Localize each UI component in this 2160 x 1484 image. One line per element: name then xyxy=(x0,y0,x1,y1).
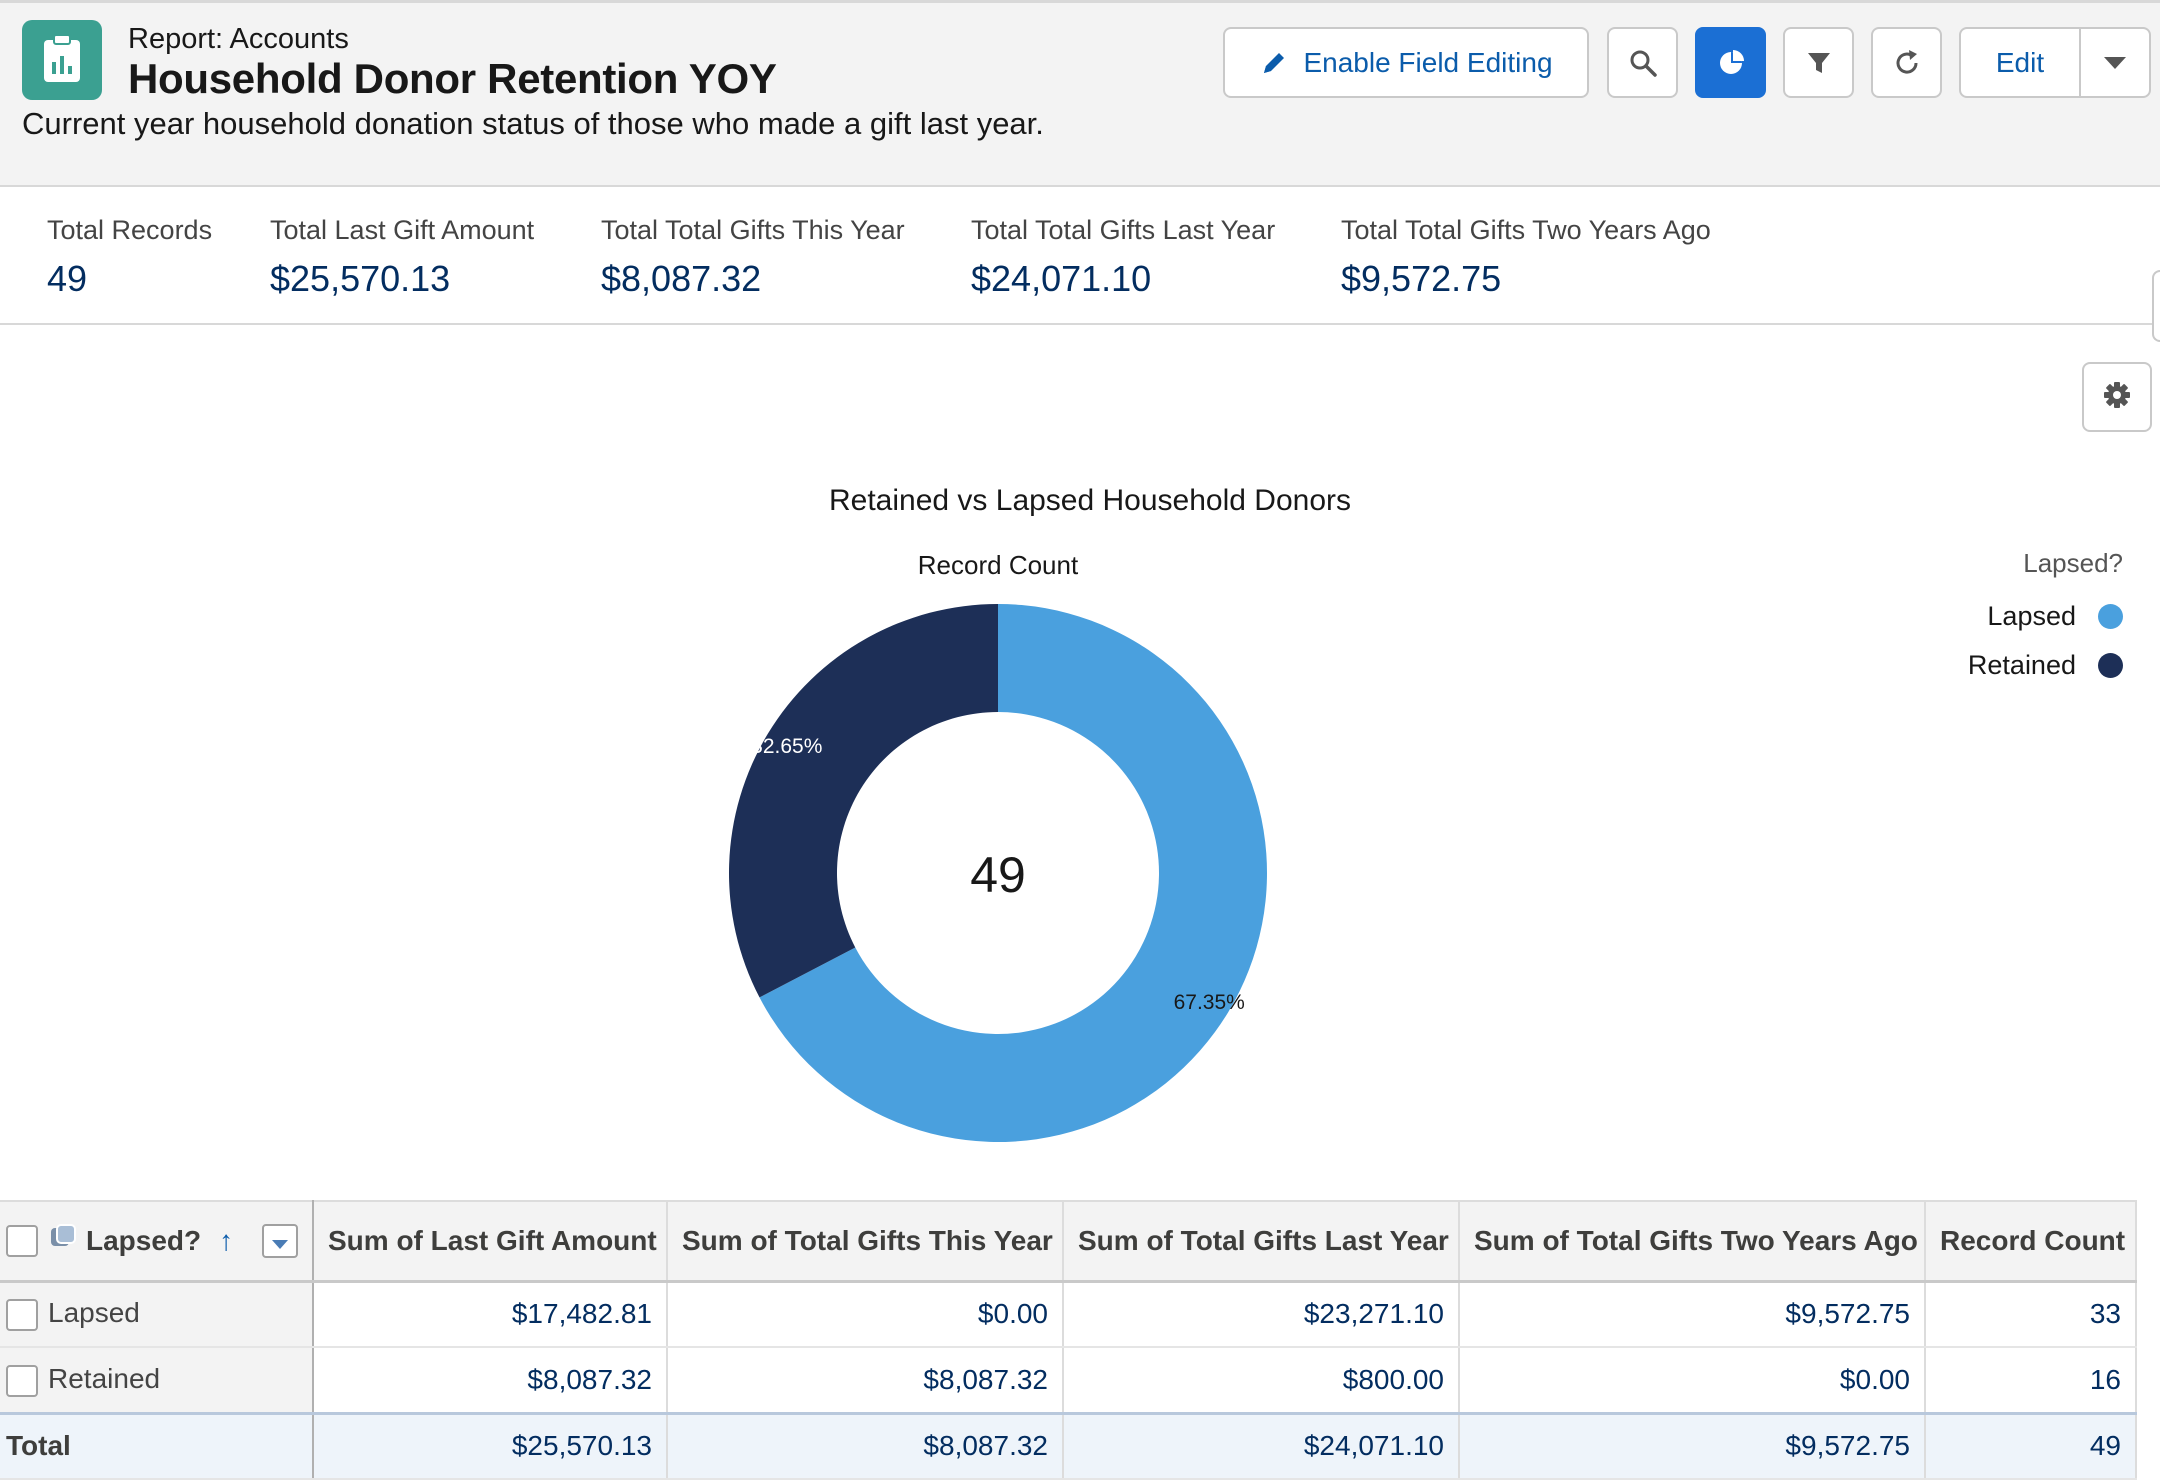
column-header-gifts-two-years-ago[interactable]: Sum of Total Gifts Two Years Ago xyxy=(1459,1200,1926,1283)
column-header-gifts-this-year[interactable]: Sum of Total Gifts This Year xyxy=(667,1200,1064,1283)
group-cell: Retained xyxy=(0,1347,314,1414)
aggregate-last-gift-amount: Total Last Gift Amount $25,570.13 xyxy=(270,215,534,300)
filter-button[interactable] xyxy=(1783,27,1854,98)
cell-gifts-last-year: $23,271.10 xyxy=(1063,1281,1460,1348)
legend-label: Retained xyxy=(1967,650,2076,680)
cell-last-gift: $8,087.32 xyxy=(313,1347,668,1414)
legend-dot xyxy=(2098,604,2123,629)
aggregate-label: Total Records xyxy=(47,215,213,245)
report-aggregates: Total Records 49 Total Last Gift Amount … xyxy=(0,187,2160,325)
legend-dot xyxy=(2098,653,2123,678)
table-row: Lapsed $17,482.81 $0.00 $23,271.10 $9,57… xyxy=(0,1281,2137,1348)
table-total-row: Total $25,570.13 $8,087.32 $24,071.10 $9… xyxy=(0,1411,2137,1480)
aggregate-label: Total Total Gifts Last Year xyxy=(971,215,1276,245)
column-menu-button[interactable] xyxy=(262,1223,298,1258)
group-cell: Lapsed xyxy=(0,1281,314,1348)
search-icon xyxy=(1628,48,1658,78)
report-icon xyxy=(22,20,102,100)
row-checkbox[interactable] xyxy=(6,1299,38,1332)
legend-title: Lapsed? xyxy=(2023,548,2123,578)
chart-subtitle: Record Count xyxy=(918,550,1079,580)
aggregate-value: $9,572.75 xyxy=(1341,258,1502,299)
grouping-icon xyxy=(48,1222,78,1259)
refresh-button[interactable] xyxy=(1871,27,1942,98)
table-row: Retained $8,087.32 $8,087.32 $800.00 $0.… xyxy=(0,1347,2137,1414)
row-checkbox[interactable] xyxy=(6,1364,38,1397)
aggregate-gifts-last-year: Total Total Gifts Last Year $24,071.10 xyxy=(971,215,1275,300)
aggregate-value: $24,071.10 xyxy=(971,258,1152,299)
report-header: Report: Accounts Household Donor Retenti… xyxy=(0,0,2160,187)
aggregate-gifts-two-years-ago: Total Total Gifts Two Years Ago $9,572.7… xyxy=(1341,215,1711,300)
donut-slice-lapsed[interactable] xyxy=(759,604,1267,1142)
aggregate-label: Total Last Gift Amount xyxy=(270,215,535,245)
legend-item-retained[interactable]: Retained xyxy=(1968,650,2123,681)
column-header-gifts-last-year[interactable]: Sum of Total Gifts Last Year xyxy=(1063,1200,1460,1283)
donut-slice-label: 67.35% xyxy=(1174,991,1245,1014)
cell-gifts-this-year: $0.00 xyxy=(667,1281,1064,1348)
chart-title: Retained vs Lapsed Household Donors xyxy=(829,484,1351,517)
summary-table: Lapsed? ↑ Sum of Last Gift Amount Sum of… xyxy=(0,1200,2137,1480)
cell-gifts-two-years-ago: $0.00 xyxy=(1459,1347,1926,1414)
filter-icon xyxy=(1805,49,1833,77)
search-button[interactable] xyxy=(1607,27,1678,98)
cell-record-count: 33 xyxy=(1925,1281,2137,1348)
total-gifts-last-year: $24,071.10 xyxy=(1063,1411,1460,1480)
object-label: Report: Accounts xyxy=(128,23,349,55)
refresh-icon xyxy=(1892,48,1922,78)
donut-chart: Record Count 67.35% 32.65% 49 xyxy=(728,550,1267,1142)
group-label: Retained xyxy=(48,1362,161,1394)
total-last-gift: $25,570.13 xyxy=(313,1411,668,1480)
donut-slice-label: 32.65% xyxy=(751,735,822,758)
page-title: Household Donor Retention YOY xyxy=(128,55,777,102)
total-gifts-two-years-ago: $9,572.75 xyxy=(1459,1411,1926,1480)
chart-settings-button[interactable] xyxy=(2082,362,2152,432)
donut-slice-retained[interactable] xyxy=(728,604,998,998)
aggregate-value: 49 xyxy=(47,258,88,299)
sort-ascending-icon[interactable]: ↑ xyxy=(219,1224,234,1256)
chevron-down-icon xyxy=(271,1225,289,1257)
total-label: Total xyxy=(0,1411,314,1480)
column-header-last-gift[interactable]: Sum of Last Gift Amount xyxy=(313,1200,668,1283)
aggregate-label: Total Total Gifts This Year xyxy=(601,215,905,245)
pencil-icon xyxy=(1259,48,1289,78)
aggregate-label: Total Total Gifts Two Years Ago xyxy=(1341,215,1711,245)
total-gifts-this-year: $8,087.32 xyxy=(667,1411,1064,1480)
group-label: Lapsed xyxy=(48,1297,140,1329)
gear-icon xyxy=(2102,380,2132,415)
cell-record-count: 16 xyxy=(1925,1347,2137,1414)
column-header-label: Lapsed? xyxy=(86,1224,202,1256)
enable-field-editing-label: Enable Field Editing xyxy=(1303,46,1553,78)
aggregate-value: $8,087.32 xyxy=(601,258,762,299)
side-panel-tab[interactable] xyxy=(2152,270,2160,342)
cell-gifts-last-year: $800.00 xyxy=(1063,1347,1460,1414)
total-record-count: 49 xyxy=(1925,1411,2137,1480)
report-description: Current year household donation status o… xyxy=(22,106,1044,141)
legend-label: Lapsed xyxy=(1987,601,2076,631)
aggregate-gifts-this-year: Total Total Gifts This Year $8,087.32 xyxy=(601,215,905,300)
edit-menu-button[interactable] xyxy=(2079,27,2151,98)
toggle-chart-button[interactable] xyxy=(1695,27,1766,98)
edit-button[interactable]: Edit xyxy=(1959,27,2081,98)
cell-gifts-two-years-ago: $9,572.75 xyxy=(1459,1281,1926,1348)
chart-center-total: 49 xyxy=(970,847,1026,903)
enable-field-editing-button[interactable]: Enable Field Editing xyxy=(1223,27,1589,98)
pie-chart-icon xyxy=(1716,48,1746,78)
legend-item-lapsed[interactable]: Lapsed xyxy=(1987,601,2123,632)
chevron-down-icon xyxy=(2102,53,2128,73)
aggregate-total-records: Total Records 49 xyxy=(47,215,212,300)
table-header-row: Lapsed? ↑ Sum of Last Gift Amount Sum of… xyxy=(0,1200,2137,1283)
cell-gifts-this-year: $8,087.32 xyxy=(667,1347,1064,1414)
aggregate-value: $25,570.13 xyxy=(270,258,451,299)
column-header-record-count[interactable]: Record Count xyxy=(1925,1200,2137,1283)
select-all-checkbox[interactable] xyxy=(6,1224,38,1257)
cell-last-gift: $17,482.81 xyxy=(313,1281,668,1348)
column-header-lapsed[interactable]: Lapsed? ↑ xyxy=(0,1200,314,1283)
